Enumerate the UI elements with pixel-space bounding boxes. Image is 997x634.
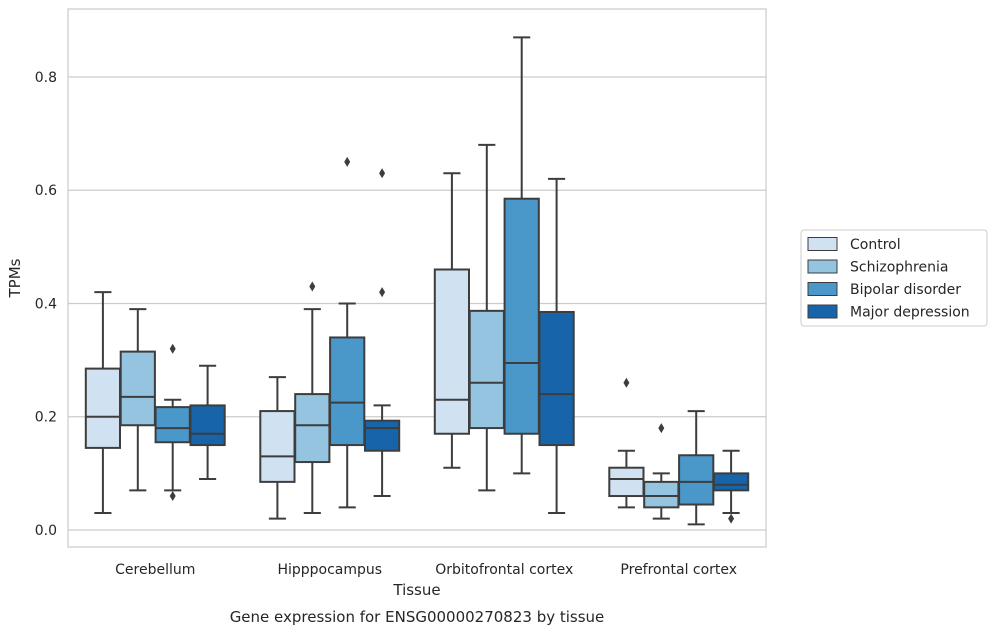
box [503, 36, 540, 475]
box-iqr [189, 404, 226, 447]
box [643, 423, 680, 520]
x-axis-label: Tissue [392, 581, 440, 599]
box [363, 168, 401, 498]
box [294, 281, 331, 515]
box-iqr [643, 480, 680, 509]
box [608, 377, 645, 509]
box-iqr [294, 393, 331, 464]
y-axis-label: TPMs [6, 258, 24, 298]
y-tick-label: 0.4 [35, 296, 57, 312]
y-tick-label: 0.0 [35, 523, 57, 539]
box [712, 449, 750, 524]
box-iqr [259, 410, 296, 483]
x-tick-label: Hipppocampus [277, 562, 382, 578]
y-tick-label: 0.8 [35, 70, 57, 86]
outlier-point [379, 168, 386, 179]
box-iqr [538, 310, 575, 447]
plot-frame [67, 8, 767, 548]
legend-swatch [807, 304, 838, 319]
box [433, 172, 471, 469]
box-iqr [678, 454, 715, 506]
box-iqr [503, 197, 540, 435]
y-tick-label: 0.2 [35, 410, 57, 426]
x-tick-label: Cerebellum [115, 562, 195, 578]
box-iqr [468, 309, 505, 430]
box-iqr [712, 472, 750, 492]
legend-frame [800, 229, 988, 327]
legend-swatch [807, 237, 838, 251]
box [259, 376, 296, 520]
legend-label: Control [850, 237, 901, 253]
outlier-point [379, 287, 386, 298]
x-tick-label: Orbitofrontal cortex [435, 562, 573, 578]
box-iqr [154, 406, 191, 444]
box-iqr [363, 419, 401, 452]
y-axis-ticks: 0.0 0.2 0.4 0.6 0.8 [35, 70, 57, 539]
y-tick-label: 0.6 [35, 183, 57, 199]
figure-caption: Gene expression for ENSG00000270823 by t… [230, 608, 605, 626]
outlier-point [658, 423, 665, 434]
box [678, 410, 715, 526]
box [329, 156, 366, 509]
box [84, 291, 122, 515]
x-tick-label: Prefrontal cortex [620, 562, 737, 578]
box-plots [84, 36, 750, 526]
legend-swatch [807, 282, 838, 296]
outlier-point [728, 513, 735, 524]
box [538, 177, 575, 515]
legend-label: Bipolar disorder [850, 282, 961, 298]
box-iqr [329, 336, 366, 447]
outlier-point [169, 491, 176, 502]
box-iqr [433, 268, 471, 435]
outlier-point [623, 377, 630, 388]
legend-swatch [807, 259, 838, 274]
box-iqr [608, 466, 645, 498]
box [189, 364, 226, 481]
legend-label: Schizophrenia [850, 260, 948, 276]
box [154, 343, 191, 502]
legend: Control Schizophrenia Bipolar disorder Majo… [800, 229, 988, 327]
outlier-point [344, 156, 351, 167]
box-iqr [84, 367, 122, 449]
outlier-point [309, 281, 316, 292]
x-axis-ticks: Cerebellum Hipppocampus Orbitofrontal cort… [115, 562, 737, 578]
box [468, 143, 505, 492]
legend-label: Major depression [850, 305, 970, 321]
outlier-point [169, 343, 176, 354]
box-iqr [119, 350, 156, 427]
box [119, 308, 156, 492]
